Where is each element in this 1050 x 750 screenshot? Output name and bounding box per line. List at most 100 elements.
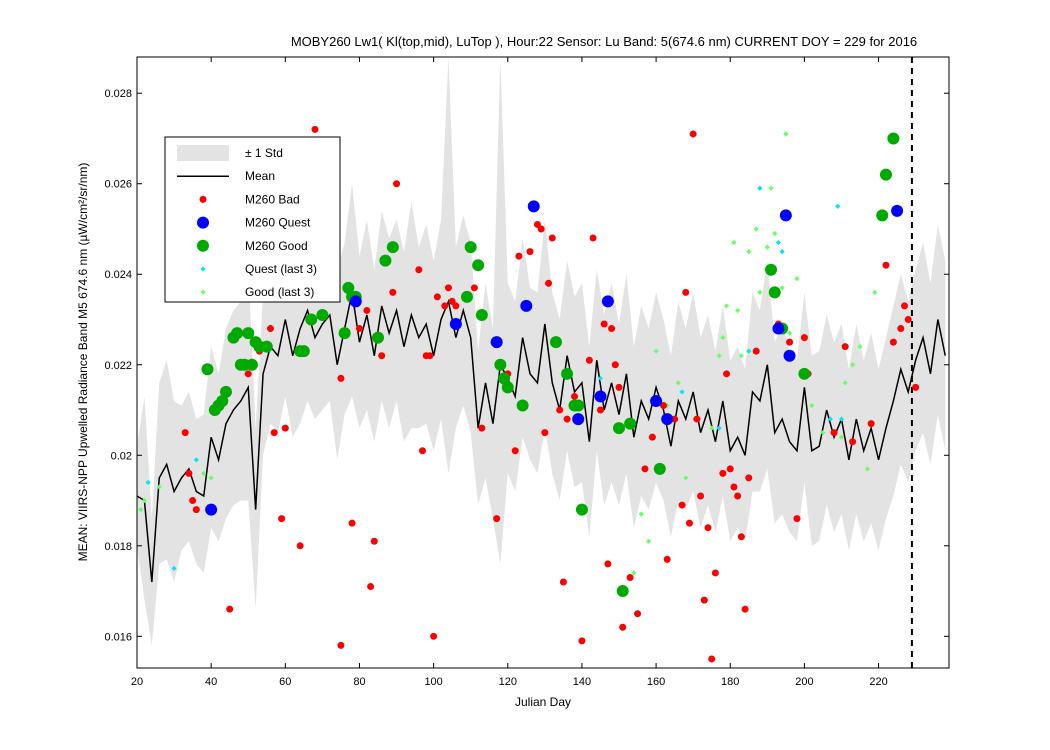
bad-point bbox=[634, 610, 642, 618]
legend-bad-swatch bbox=[199, 195, 207, 203]
good-last3-point bbox=[675, 380, 681, 386]
y-tick-label: 0.016 bbox=[104, 631, 132, 643]
quest-last3-point bbox=[145, 479, 151, 486]
bad-point bbox=[700, 596, 708, 604]
good-point bbox=[575, 503, 588, 516]
bad-point bbox=[615, 383, 623, 391]
bad-point bbox=[270, 429, 278, 437]
bad-point bbox=[444, 284, 452, 292]
good-last3-point bbox=[683, 475, 689, 481]
bad-point bbox=[470, 284, 478, 292]
legend-good-label: M260 Good bbox=[245, 239, 308, 253]
quest-point bbox=[601, 295, 614, 308]
good-last3-point bbox=[709, 425, 715, 431]
quest-last3-point bbox=[757, 185, 763, 191]
y-tick-label: 0.026 bbox=[104, 179, 132, 191]
bad-point bbox=[741, 605, 749, 613]
bad-point bbox=[704, 524, 712, 532]
y-tick-label: 0.02 bbox=[111, 450, 132, 462]
bad-point bbox=[708, 655, 716, 663]
bad-point bbox=[355, 325, 363, 333]
bad-point bbox=[619, 623, 627, 631]
axis-ticks: 20 40 60 80 100 120 140 160 180 200 220 0.016 0.018 0… bbox=[104, 57, 949, 688]
good-last3-point bbox=[631, 570, 637, 576]
good-point bbox=[338, 327, 351, 340]
good-last3-point bbox=[716, 353, 722, 359]
good-point bbox=[216, 394, 229, 407]
quest-point bbox=[779, 209, 792, 222]
good-last3-point bbox=[141, 497, 148, 504]
good-last3-point bbox=[872, 289, 878, 295]
bad-point bbox=[800, 334, 808, 342]
good-point bbox=[798, 367, 811, 380]
bad-point bbox=[541, 429, 549, 437]
bad-point bbox=[185, 469, 193, 477]
bad-point bbox=[571, 392, 579, 400]
bad-point bbox=[600, 320, 608, 328]
legend-bad-label: M260 Bad bbox=[245, 192, 300, 206]
bad-point bbox=[578, 637, 586, 645]
good-last3-point bbox=[786, 330, 793, 336]
good-last3-point bbox=[764, 244, 770, 250]
good-point bbox=[245, 358, 258, 371]
good-point bbox=[201, 363, 214, 376]
good-last3-point bbox=[738, 353, 744, 359]
bad-point bbox=[433, 293, 441, 301]
quest-point bbox=[650, 394, 663, 407]
bad-point bbox=[559, 578, 567, 586]
good-last3-point bbox=[794, 276, 800, 282]
quest-point bbox=[783, 349, 796, 362]
legend: ± 1 Std Mean M260 Bad M260 Quest M260 Good Qu… bbox=[164, 136, 341, 303]
quest-last3-point bbox=[838, 416, 845, 422]
good-point bbox=[231, 327, 244, 340]
good-point bbox=[501, 381, 514, 394]
chart-title: MOBY260 Lw1( Kl(top,mid), LuTop ), Hour:… bbox=[291, 34, 917, 49]
bad-point bbox=[393, 180, 401, 188]
bad-point bbox=[730, 483, 738, 491]
bad-point bbox=[266, 325, 274, 333]
bad-point bbox=[745, 474, 753, 482]
good-point bbox=[616, 585, 629, 598]
bad-point bbox=[726, 465, 734, 473]
x-tick-label: 20 bbox=[131, 676, 143, 688]
bad-point bbox=[685, 519, 693, 527]
good-point bbox=[494, 358, 507, 371]
x-tick-label: 40 bbox=[205, 676, 217, 688]
bad-point bbox=[452, 302, 460, 310]
good-point bbox=[372, 331, 385, 344]
bad-point bbox=[556, 406, 564, 414]
good-last3-point bbox=[838, 434, 845, 440]
bad-point bbox=[604, 560, 612, 568]
good-point bbox=[498, 372, 511, 385]
x-tick-label: 200 bbox=[795, 676, 813, 688]
good-last3-point bbox=[735, 307, 741, 314]
good-point bbox=[768, 286, 781, 299]
bad-point bbox=[897, 325, 905, 333]
good-last3-point bbox=[864, 466, 871, 472]
quest-point bbox=[527, 200, 540, 213]
quest-last3-point bbox=[835, 203, 841, 209]
x-tick-label: 140 bbox=[573, 676, 591, 688]
bad-point bbox=[904, 316, 912, 324]
plot-area bbox=[136, 56, 950, 669]
bad-point bbox=[526, 248, 534, 256]
good-point bbox=[386, 241, 399, 254]
legend-mean-label: Mean bbox=[245, 169, 275, 183]
good-point bbox=[342, 281, 355, 294]
legend-quest-label: M260 Quest bbox=[245, 216, 311, 230]
bad-point bbox=[478, 424, 486, 432]
good-last3-point bbox=[208, 475, 214, 481]
good-last3-point bbox=[201, 470, 207, 476]
bad-point bbox=[737, 533, 745, 541]
bad-point bbox=[426, 352, 434, 360]
x-tick-label: 120 bbox=[499, 676, 517, 688]
legend-good-last3-swatch bbox=[200, 289, 206, 295]
quest-last3-point bbox=[193, 457, 199, 463]
bad-point bbox=[515, 252, 523, 260]
good-point bbox=[516, 399, 529, 412]
bad-point bbox=[867, 420, 875, 428]
x-tick-label: 80 bbox=[353, 676, 365, 688]
bad-point bbox=[348, 519, 356, 527]
bad-point bbox=[626, 573, 634, 581]
bad-point bbox=[889, 338, 897, 346]
